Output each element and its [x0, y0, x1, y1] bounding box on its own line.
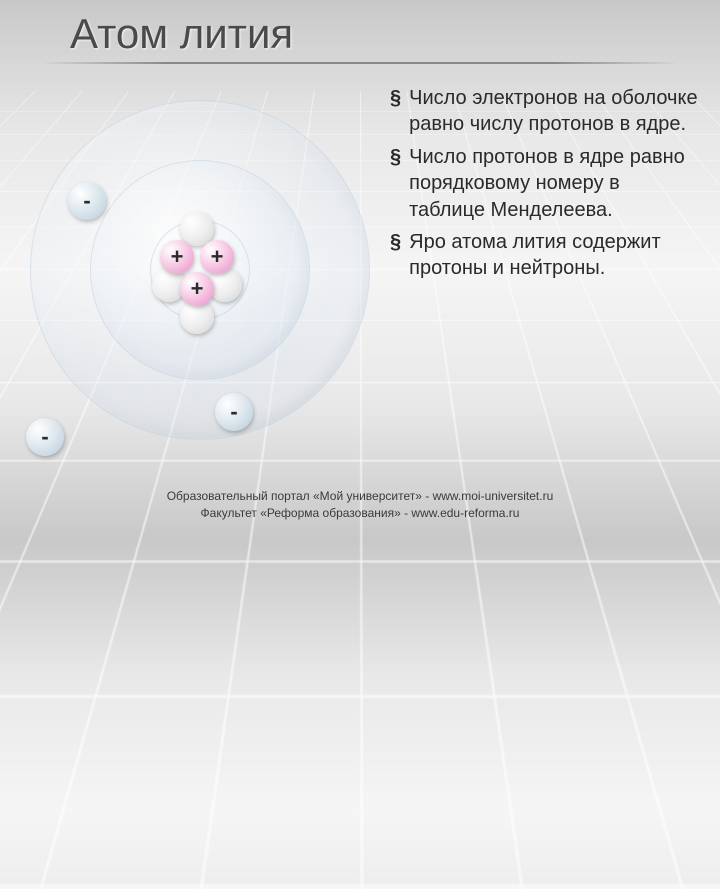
bullet-text: Число протонов в ядре равно порядковому … — [409, 144, 700, 223]
bullet-marker: § — [390, 229, 401, 282]
proton-particle: + — [180, 272, 214, 306]
bullet-marker: § — [390, 85, 401, 138]
electron-label: - — [83, 188, 90, 214]
proton-label: + — [191, 276, 204, 302]
bullet-text: Число электронов на оболочке равно числу… — [409, 85, 700, 138]
electron-label: - — [230, 399, 237, 425]
electron-particle: - — [215, 393, 253, 431]
atom-diagram: + + + - - - — [30, 100, 370, 440]
bullet-marker: § — [390, 144, 401, 223]
footer-line-2: Факультет «Реформа образования» - www.ed… — [0, 505, 720, 522]
bullet-item: § Яро атома лития содержит протоны и ней… — [390, 229, 700, 282]
electron-particle: - — [26, 418, 64, 456]
proton-label: + — [171, 244, 184, 270]
electron-label: - — [41, 424, 48, 450]
bullet-item: § Число протонов в ядре равно порядковом… — [390, 144, 700, 223]
slide-footer: Образовательный портал «Мой университет»… — [0, 488, 720, 522]
electron-particle: - — [68, 182, 106, 220]
title-underline — [40, 62, 680, 64]
proton-particle: + — [160, 240, 194, 274]
slide-title: Атом лития — [70, 10, 293, 58]
footer-line-1: Образовательный портал «Мой университет»… — [0, 488, 720, 505]
bullet-text: Яро атома лития содержит протоны и нейтр… — [409, 229, 700, 282]
proton-label: + — [211, 244, 224, 270]
bullet-list: § Число электронов на оболочке равно чис… — [390, 85, 700, 288]
proton-particle: + — [200, 240, 234, 274]
bullet-item: § Число электронов на оболочке равно чис… — [390, 85, 700, 138]
